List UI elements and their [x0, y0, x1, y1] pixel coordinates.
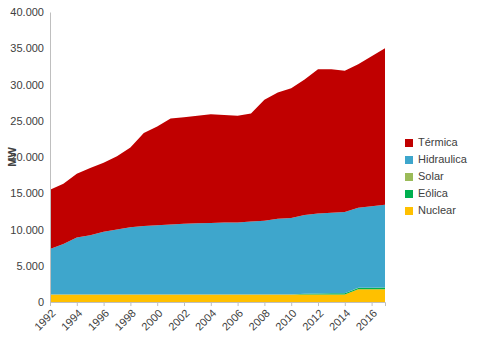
x-tick-mark [104, 302, 105, 306]
legend-item: Térmica [405, 136, 459, 148]
plot: 05.00010.00015.00020.00025.00030.00035.0… [10, 6, 385, 333]
y-axis-title: MW [6, 147, 18, 167]
legend: Térmica Hidraulica Solar Eólica Nuclear [405, 136, 468, 216]
y-tick-label: 5.000 [16, 260, 44, 272]
y-tick-label: 35.000 [10, 42, 44, 54]
y-axis-line [50, 13, 51, 303]
x-tick-mark [291, 302, 292, 306]
x-tick-mark [77, 302, 78, 306]
y-tick: 0 [38, 296, 50, 308]
x-tick-mark [184, 302, 185, 306]
x-tick-label: 2012 [300, 307, 326, 333]
legend-label: Solar [418, 170, 444, 182]
legend-swatch [405, 139, 413, 147]
area [50, 48, 385, 249]
x-tick-mark [238, 302, 239, 306]
x-tick-label: 2004 [193, 307, 219, 333]
legend-item: Nuclear [405, 204, 456, 216]
x-tick-label: 2016 [353, 307, 379, 333]
x-tick-label: 2014 [327, 307, 353, 333]
x-tick-mark [157, 302, 158, 306]
legend-label: Térmica [418, 136, 459, 148]
x-tick: 2002 [166, 302, 192, 333]
y-tick-label: 25.000 [10, 115, 44, 127]
legend-item: Solar [405, 170, 444, 182]
y-tick: 10.000 [10, 224, 50, 236]
x-tick-label: 2002 [166, 307, 192, 333]
x-tick-label: 2010 [273, 307, 299, 333]
y-tick: 30.000 [10, 79, 50, 91]
legend-swatch [405, 173, 413, 181]
x-tick: 1992 [32, 302, 58, 333]
x-axis-line [51, 303, 386, 307]
x-tick-label: 1996 [85, 307, 111, 333]
legend-swatch [405, 190, 413, 198]
y-tick: 5.000 [16, 260, 50, 272]
y-tick-label: 10.000 [10, 224, 44, 236]
x-tick: 1994 [59, 302, 85, 333]
x-tick-mark [345, 302, 346, 306]
x-tick-label: 2008 [246, 307, 272, 333]
x-tick-label: 1992 [32, 307, 58, 333]
y-tick-label: 30.000 [10, 79, 44, 91]
x-tick-mark [372, 302, 373, 306]
x-tick: 1996 [85, 302, 111, 333]
x-tick-label: 1998 [112, 307, 138, 333]
x-tick-label: 2000 [139, 307, 165, 333]
x-tick-label: 2006 [219, 307, 245, 333]
x-tick: 2008 [246, 302, 272, 333]
x-tick: 2004 [193, 302, 219, 333]
x-tick: 2012 [300, 302, 326, 333]
x-tick: 2014 [327, 302, 353, 333]
areas [50, 48, 385, 302]
legend-label: Nuclear [418, 204, 456, 216]
legend-item: Hidraulica [405, 153, 468, 165]
y-tick: 25.000 [10, 115, 50, 127]
x-tick-mark [130, 302, 131, 306]
chart: 05.00010.00015.00020.00025.00030.00035.0… [0, 0, 500, 350]
x-tick: 2000 [139, 302, 165, 333]
x-tick-mark [211, 302, 212, 306]
x-tick-mark [318, 302, 319, 306]
y-tick: 40.000 [10, 6, 50, 18]
y-tick-label: 40.000 [10, 6, 44, 18]
legend-label: Hidraulica [418, 153, 468, 165]
x-axis: 1992199419961998200020022004200620082010… [32, 302, 386, 333]
legend-item: Eólica [405, 187, 449, 199]
legend-label: Eólica [418, 187, 449, 199]
x-tick: 2010 [273, 302, 299, 333]
x-tick: 2006 [219, 302, 245, 333]
x-tick-label: 1994 [59, 307, 85, 333]
x-tick: 2016 [353, 302, 379, 333]
x-tick: 1998 [112, 302, 138, 333]
y-tick-label: 15.000 [10, 187, 44, 199]
y-tick-label: 0 [38, 296, 44, 308]
legend-swatch [405, 156, 413, 164]
y-tick: 35.000 [10, 42, 50, 54]
y-tick: 15.000 [10, 187, 50, 199]
x-tick-mark [264, 302, 265, 306]
x-tick-mark [50, 302, 51, 306]
legend-swatch [405, 207, 413, 215]
